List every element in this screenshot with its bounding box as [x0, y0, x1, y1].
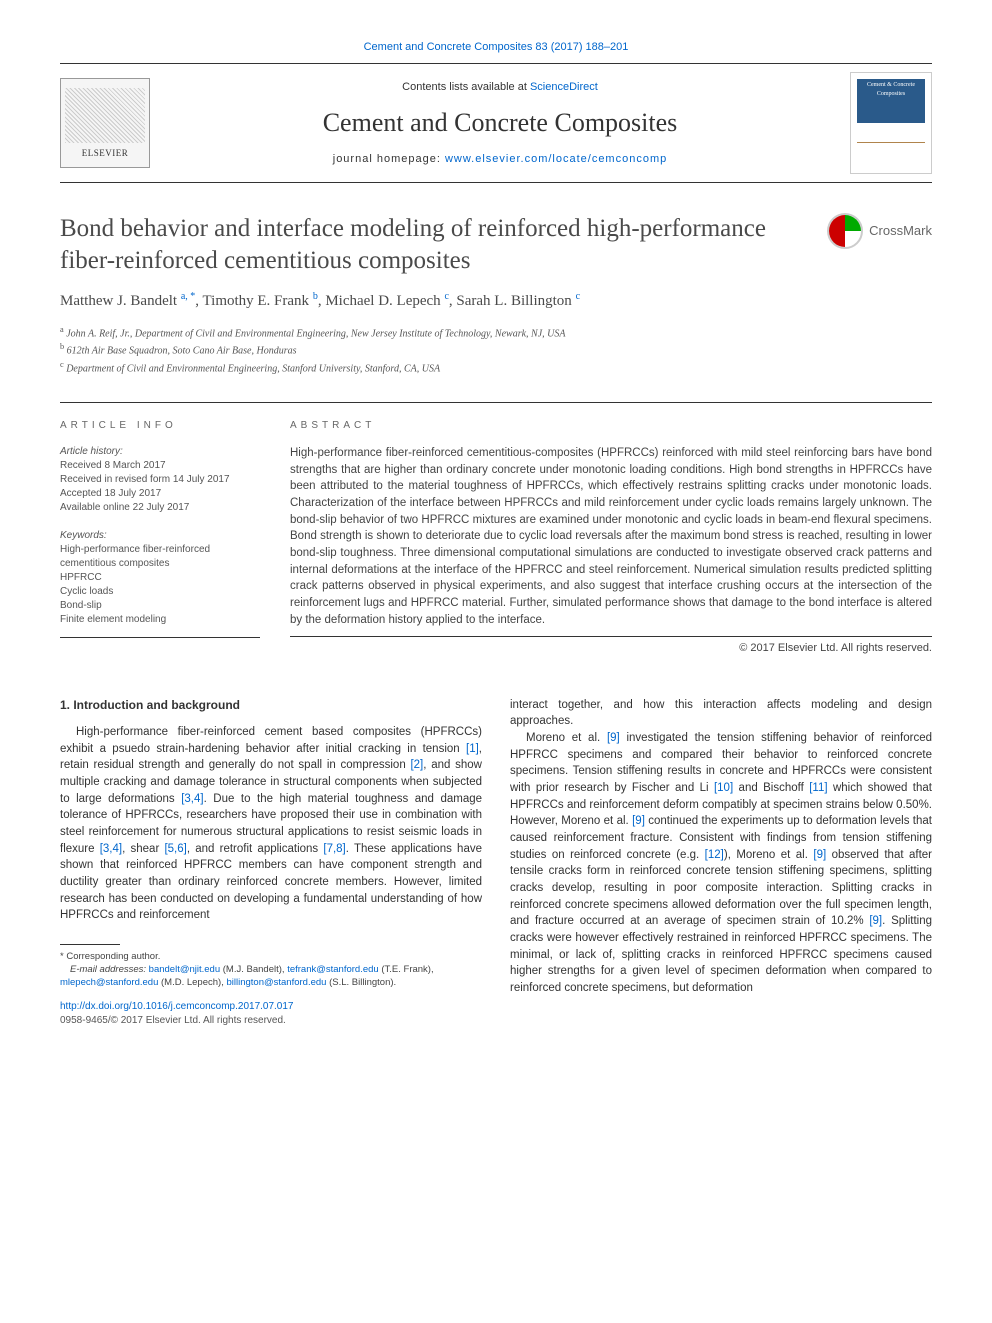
- article-title: Bond behavior and interface modeling of …: [60, 213, 807, 276]
- ref-9b[interactable]: [9]: [632, 815, 645, 827]
- ref-11[interactable]: [11]: [809, 782, 827, 794]
- homepage-prefix: journal homepage:: [333, 153, 445, 165]
- ref-9d[interactable]: [9]: [869, 915, 882, 927]
- ref-12[interactable]: [12]: [705, 849, 724, 861]
- issn-copyright: 0958-9465/© 2017 Elsevier Ltd. All right…: [60, 1014, 482, 1029]
- affiliation-b: 612th Air Base Squadron, Soto Cano Air B…: [67, 346, 297, 357]
- contents-prefix: Contents lists available at: [402, 81, 530, 93]
- corresponding-author-note: * Corresponding author.: [60, 951, 482, 964]
- ref-9a[interactable]: [9]: [607, 732, 620, 744]
- abstract-text: High-performance fiber-reinforced cement…: [290, 445, 932, 637]
- body-col-right: interact together, and how this interact…: [510, 697, 932, 1029]
- ref-5-6[interactable]: [5,6]: [164, 843, 186, 855]
- contents-line: Contents lists available at ScienceDirec…: [150, 80, 850, 95]
- article-info-heading: ARTICLE INFO: [60, 419, 260, 433]
- email-3[interactable]: mlepech@stanford.edu: [60, 977, 158, 988]
- abstract-col: ABSTRACT High-performance fiber-reinforc…: [290, 419, 932, 657]
- info-abstract-row: ARTICLE INFO Article history: Received 8…: [60, 402, 932, 657]
- authors-line: Matthew J. Bandelt a, *, Timothy E. Fran…: [60, 290, 932, 312]
- email-2[interactable]: tefrank@stanford.edu: [287, 964, 379, 975]
- doi-link[interactable]: http://dx.doi.org/10.1016/j.cemconcomp.2…: [60, 1000, 482, 1015]
- history-label: Article history:: [60, 445, 260, 459]
- affiliations: a John A. Reif, Jr., Department of Civil…: [60, 324, 932, 382]
- crossmark-label: CrossMark: [869, 222, 932, 240]
- ref-10[interactable]: [10]: [714, 782, 733, 794]
- keyword-2: Cyclic loads: [60, 585, 260, 599]
- history-0: Received 8 March 2017: [60, 459, 260, 473]
- affiliation-a: John A. Reif, Jr., Department of Civil a…: [66, 328, 565, 339]
- email-addresses: E-mail addresses: bandelt@njit.edu (M.J.…: [60, 964, 482, 990]
- elsevier-tree-icon: [65, 88, 145, 143]
- intro-para-2: Moreno et al. [9] investigated the tensi…: [510, 730, 932, 997]
- emails-label: E-mail addresses:: [70, 964, 146, 975]
- elsevier-label: ELSEVIER: [82, 147, 129, 160]
- ref-9c[interactable]: [9]: [813, 849, 826, 861]
- ref-2[interactable]: [2]: [410, 759, 423, 771]
- body-columns: 1. Introduction and background High-perf…: [60, 697, 932, 1029]
- abstract-heading: ABSTRACT: [290, 419, 932, 433]
- journal-name: Cement and Concrete Composites: [150, 105, 850, 141]
- footnotes: * Corresponding author. E-mail addresses…: [60, 951, 482, 989]
- keyword-3: Bond-slip: [60, 599, 260, 613]
- history-1: Received in revised form 14 July 2017: [60, 473, 260, 487]
- journal-header: ELSEVIER Contents lists available at Sci…: [60, 63, 932, 183]
- journal-cover-thumb: Cement & Concrete Composites: [850, 72, 932, 174]
- title-row: Bond behavior and interface modeling of …: [60, 213, 932, 276]
- history-2: Accepted 18 July 2017: [60, 487, 260, 501]
- intro-para-1: High-performance fiber-reinforced cement…: [60, 724, 482, 924]
- email-1[interactable]: bandelt@njit.edu: [149, 964, 220, 975]
- ref-3-4a[interactable]: [3,4]: [181, 793, 203, 805]
- cover-title: Cement & Concrete Composites: [857, 79, 925, 123]
- crossmark-badge[interactable]: CrossMark: [827, 213, 932, 249]
- elsevier-logo: ELSEVIER: [60, 78, 150, 168]
- top-citation-link[interactable]: Cement and Concrete Composites 83 (2017)…: [60, 40, 932, 55]
- ref-7-8[interactable]: [7,8]: [323, 843, 345, 855]
- keyword-0: High-performance fiber-reinforced cement…: [60, 543, 260, 571]
- crossmark-icon: [827, 213, 863, 249]
- keyword-1: HPFRCC: [60, 571, 260, 585]
- ref-3-4b[interactable]: [3,4]: [100, 843, 122, 855]
- email-4[interactable]: billington@stanford.edu: [226, 977, 326, 988]
- footnote-separator: [60, 944, 120, 945]
- homepage-line: journal homepage: www.elsevier.com/locat…: [150, 152, 850, 167]
- keywords-label: Keywords:: [60, 529, 260, 543]
- ref-1[interactable]: [1]: [466, 743, 479, 755]
- affiliation-c: Department of Civil and Environmental En…: [66, 363, 440, 374]
- homepage-link[interactable]: www.elsevier.com/locate/cemconcomp: [445, 153, 667, 165]
- abstract-copyright: © 2017 Elsevier Ltd. All rights reserved…: [290, 641, 932, 656]
- header-center: Contents lists available at ScienceDirec…: [150, 80, 850, 167]
- sciencedirect-link[interactable]: ScienceDirect: [530, 81, 598, 93]
- intro-para-1-cont: interact together, and how this interact…: [510, 697, 932, 730]
- keyword-4: Finite element modeling: [60, 613, 260, 627]
- article-history: Article history: Received 8 March 2017 R…: [60, 445, 260, 515]
- history-3: Available online 22 July 2017: [60, 501, 260, 515]
- body-col-left: 1. Introduction and background High-perf…: [60, 697, 482, 1029]
- article-info-col: ARTICLE INFO Article history: Received 8…: [60, 419, 260, 657]
- cover-bottom-rule: [857, 142, 925, 167]
- section-1-heading: 1. Introduction and background: [60, 697, 482, 714]
- keywords-block: Keywords: High-performance fiber-reinfor…: [60, 529, 260, 638]
